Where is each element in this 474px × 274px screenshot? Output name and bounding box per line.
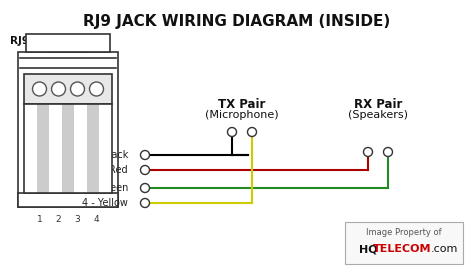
Text: HQ: HQ: [359, 244, 378, 254]
Bar: [74, 104, 87, 193]
Circle shape: [52, 82, 65, 96]
Text: TX Pair: TX Pair: [219, 98, 266, 111]
Circle shape: [90, 82, 103, 96]
Bar: [100, 104, 112, 193]
Circle shape: [383, 147, 392, 156]
Bar: [18, 52, 118, 207]
Text: RX Pair: RX Pair: [354, 98, 402, 111]
Text: 3 - Green: 3 - Green: [82, 183, 128, 193]
Circle shape: [140, 150, 149, 159]
Circle shape: [140, 184, 149, 193]
Text: (Microphone): (Microphone): [205, 110, 279, 120]
Text: RJ9 Y Spliter: RJ9 Y Spliter: [10, 36, 83, 46]
Text: 4: 4: [94, 215, 100, 224]
Bar: [36, 104, 49, 193]
Text: (Speakers): (Speakers): [348, 110, 408, 120]
Circle shape: [33, 82, 46, 96]
Text: Image Property of: Image Property of: [366, 228, 442, 237]
Circle shape: [140, 198, 149, 207]
Bar: [48, 38, 88, 52]
Bar: [49, 104, 62, 193]
Bar: [24, 104, 36, 193]
Text: 2 - Red: 2 - Red: [93, 165, 128, 175]
Text: 3: 3: [74, 215, 81, 224]
Text: 1: 1: [36, 215, 42, 224]
Circle shape: [140, 165, 149, 175]
Bar: [18, 193, 118, 207]
Circle shape: [71, 82, 84, 96]
Bar: [26, 34, 110, 52]
Circle shape: [228, 127, 237, 136]
Text: TELECOM: TELECOM: [373, 244, 431, 254]
Bar: [87, 104, 100, 193]
Bar: [345, 222, 463, 264]
Text: 1 - Black: 1 - Black: [86, 150, 128, 160]
Bar: [24, 74, 112, 104]
Text: RJ9 JACK WIRING DIAGRAM (INSIDE): RJ9 JACK WIRING DIAGRAM (INSIDE): [83, 14, 391, 29]
Circle shape: [247, 127, 256, 136]
Circle shape: [364, 147, 373, 156]
Text: 4 - Yellow: 4 - Yellow: [82, 198, 128, 208]
Bar: [24, 104, 112, 193]
Bar: [62, 104, 74, 193]
Text: 2: 2: [55, 215, 61, 224]
Text: .com: .com: [431, 244, 458, 254]
